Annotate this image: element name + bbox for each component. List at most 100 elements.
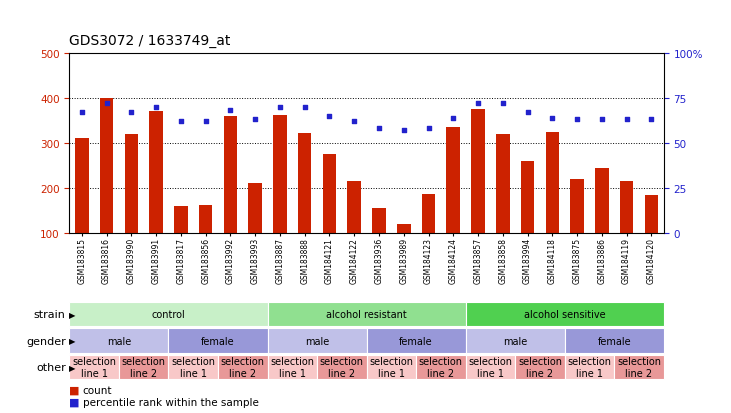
Bar (570, 179, 584, 233)
Bar (119, 355, 168, 380)
Point (547, 115, 558, 122)
Text: female: female (399, 336, 433, 346)
Bar (224, 116, 238, 233)
Point (126, 110, 137, 116)
Point (423, 126, 434, 133)
Bar (366, 328, 466, 353)
Text: male: male (305, 336, 329, 346)
Text: selection
line 1: selection line 1 (469, 356, 512, 378)
Point (522, 110, 534, 116)
Text: selection
line 1: selection line 1 (369, 356, 413, 378)
Bar (168, 328, 268, 353)
Text: ▶: ▶ (69, 336, 75, 345)
Bar (174, 206, 188, 233)
Bar (273, 116, 287, 233)
Point (200, 119, 211, 125)
Bar (466, 328, 564, 353)
Bar (645, 195, 658, 233)
Bar (620, 182, 634, 233)
Bar (595, 168, 609, 233)
Bar (149, 112, 163, 233)
Bar (317, 355, 366, 380)
Text: ▶: ▶ (69, 363, 75, 372)
Text: percentile rank within the sample: percentile rank within the sample (83, 396, 259, 407)
Bar (99, 99, 113, 233)
Bar (466, 302, 664, 327)
Point (447, 115, 459, 122)
Bar (218, 355, 268, 380)
Text: gender: gender (26, 336, 66, 346)
Text: male: male (503, 336, 527, 346)
Bar (515, 355, 564, 380)
Text: alcohol sensitive: alcohol sensitive (524, 309, 605, 319)
Bar (69, 302, 268, 327)
Bar (564, 355, 614, 380)
Bar (199, 206, 213, 233)
Point (645, 117, 657, 123)
Point (299, 104, 311, 111)
Point (472, 101, 484, 107)
Bar (471, 110, 485, 233)
Point (175, 119, 186, 125)
Bar (447, 128, 460, 233)
Text: other: other (36, 362, 66, 372)
Bar (366, 355, 416, 380)
Point (101, 101, 113, 107)
Point (224, 108, 236, 114)
Text: male: male (107, 336, 131, 346)
Bar (69, 355, 119, 380)
Text: ■: ■ (69, 396, 83, 407)
Text: selection
line 1: selection line 1 (171, 356, 215, 378)
Bar (268, 355, 317, 380)
Point (76, 110, 88, 116)
Bar (75, 139, 88, 233)
Point (324, 113, 336, 120)
Bar (298, 134, 311, 233)
Bar (614, 355, 664, 380)
Text: female: female (597, 336, 631, 346)
Point (349, 119, 360, 125)
Text: alcohol resistant: alcohol resistant (326, 309, 407, 319)
Bar (545, 132, 559, 233)
Text: selection
line 2: selection line 2 (320, 356, 364, 378)
Bar (372, 209, 386, 233)
Point (621, 117, 632, 123)
Point (398, 128, 409, 134)
Text: strain: strain (34, 309, 66, 319)
Bar (422, 194, 436, 233)
Point (274, 104, 286, 111)
Bar (520, 161, 534, 233)
Bar (268, 328, 366, 353)
Point (497, 101, 509, 107)
Text: GDS3072 / 1633749_at: GDS3072 / 1633749_at (69, 34, 231, 47)
Bar (168, 355, 218, 380)
Text: selection
line 1: selection line 1 (567, 356, 611, 378)
Text: selection
line 2: selection line 2 (122, 356, 166, 378)
Text: count: count (83, 385, 112, 395)
Bar (322, 155, 336, 233)
Point (373, 126, 385, 133)
Bar (347, 182, 361, 233)
Text: female: female (201, 336, 235, 346)
Text: selection
line 2: selection line 2 (518, 356, 562, 378)
Text: selection
line 1: selection line 1 (72, 356, 116, 378)
Text: selection
line 2: selection line 2 (419, 356, 463, 378)
Point (151, 104, 162, 111)
Text: selection
line 2: selection line 2 (617, 356, 661, 378)
Text: ■: ■ (69, 385, 83, 395)
Bar (564, 328, 664, 353)
Point (571, 117, 583, 123)
Bar (268, 302, 466, 327)
Bar (496, 135, 510, 233)
Text: control: control (151, 309, 186, 319)
Point (596, 117, 607, 123)
Bar (397, 224, 411, 233)
Point (249, 117, 261, 123)
Text: selection
line 1: selection line 1 (270, 356, 314, 378)
Text: selection
line 2: selection line 2 (221, 356, 265, 378)
Bar (69, 328, 168, 353)
Bar (416, 355, 466, 380)
Bar (124, 135, 138, 233)
Bar (466, 355, 515, 380)
Text: ▶: ▶ (69, 310, 75, 319)
